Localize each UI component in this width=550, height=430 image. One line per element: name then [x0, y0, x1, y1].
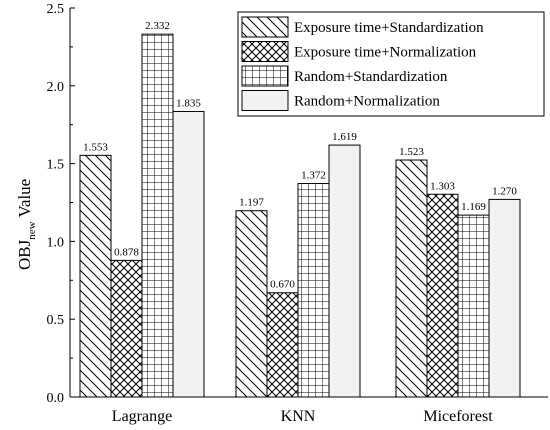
- bar: [79, 154, 112, 398]
- data-label: 1.835: [176, 97, 201, 109]
- y-axis-label: OBJnew Value: [15, 179, 38, 270]
- data-label: 0.878: [114, 246, 139, 258]
- bar: [488, 198, 521, 398]
- y-tick-label: 0.0: [47, 391, 65, 406]
- bar: [457, 214, 490, 398]
- y-tick-label: 1.5: [47, 158, 65, 173]
- bar: [426, 193, 459, 398]
- chart-axes: 0.0 0.5 1.0 1.5 2.0 2.5 Lagrange KNN Miceforest: [47, 2, 548, 425]
- data-label: 2.332: [145, 20, 170, 32]
- data-label: 1.523: [399, 146, 424, 158]
- y-tick-label: 2.0: [47, 80, 65, 95]
- legend-swatch: [241, 41, 289, 62]
- bar: [141, 33, 174, 398]
- y-tick-label: 0.5: [47, 313, 65, 328]
- bar: [110, 259, 143, 398]
- y-tick-label: 2.5: [47, 2, 65, 17]
- bar: [266, 292, 299, 398]
- data-label: 0.670: [270, 279, 295, 291]
- legend-swatch: [241, 16, 289, 38]
- data-label: 1.270: [492, 185, 517, 197]
- chart-marks: 1.553 0.878 2.332 1.835 1.197 0.670 1.372 1.619…: [79, 20, 521, 398]
- legend-swatch: [241, 65, 289, 87]
- bar: [172, 110, 205, 398]
- data-label: 1.169: [461, 201, 486, 213]
- data-label: 1.197: [239, 197, 264, 209]
- legend-entry: Random+Normalization: [294, 94, 440, 110]
- data-label: 1.619: [332, 131, 357, 143]
- data-label: 1.553: [83, 141, 108, 153]
- data-label: 1.372: [301, 170, 326, 182]
- bar: [328, 144, 361, 398]
- bar: [395, 159, 428, 398]
- legend-swatch: [241, 90, 289, 111]
- legend-box: [237, 11, 545, 117]
- data-label: 1.303: [430, 180, 455, 192]
- legend-entry: Exposure time+Normalization: [294, 45, 477, 61]
- legend: Exposure time+Standardization Exposure ti…: [237, 11, 545, 117]
- bar: [297, 183, 330, 398]
- x-tick-label: KNN: [281, 408, 316, 425]
- legend-entry: Random+Standardization: [294, 69, 448, 85]
- x-tick-label: Lagrange: [112, 408, 172, 425]
- bar: [235, 210, 268, 398]
- y-tick-label: 1.0: [47, 235, 65, 250]
- x-tick-label: Miceforest: [423, 408, 493, 425]
- legend-entry: Exposure time+Standardization: [294, 20, 484, 36]
